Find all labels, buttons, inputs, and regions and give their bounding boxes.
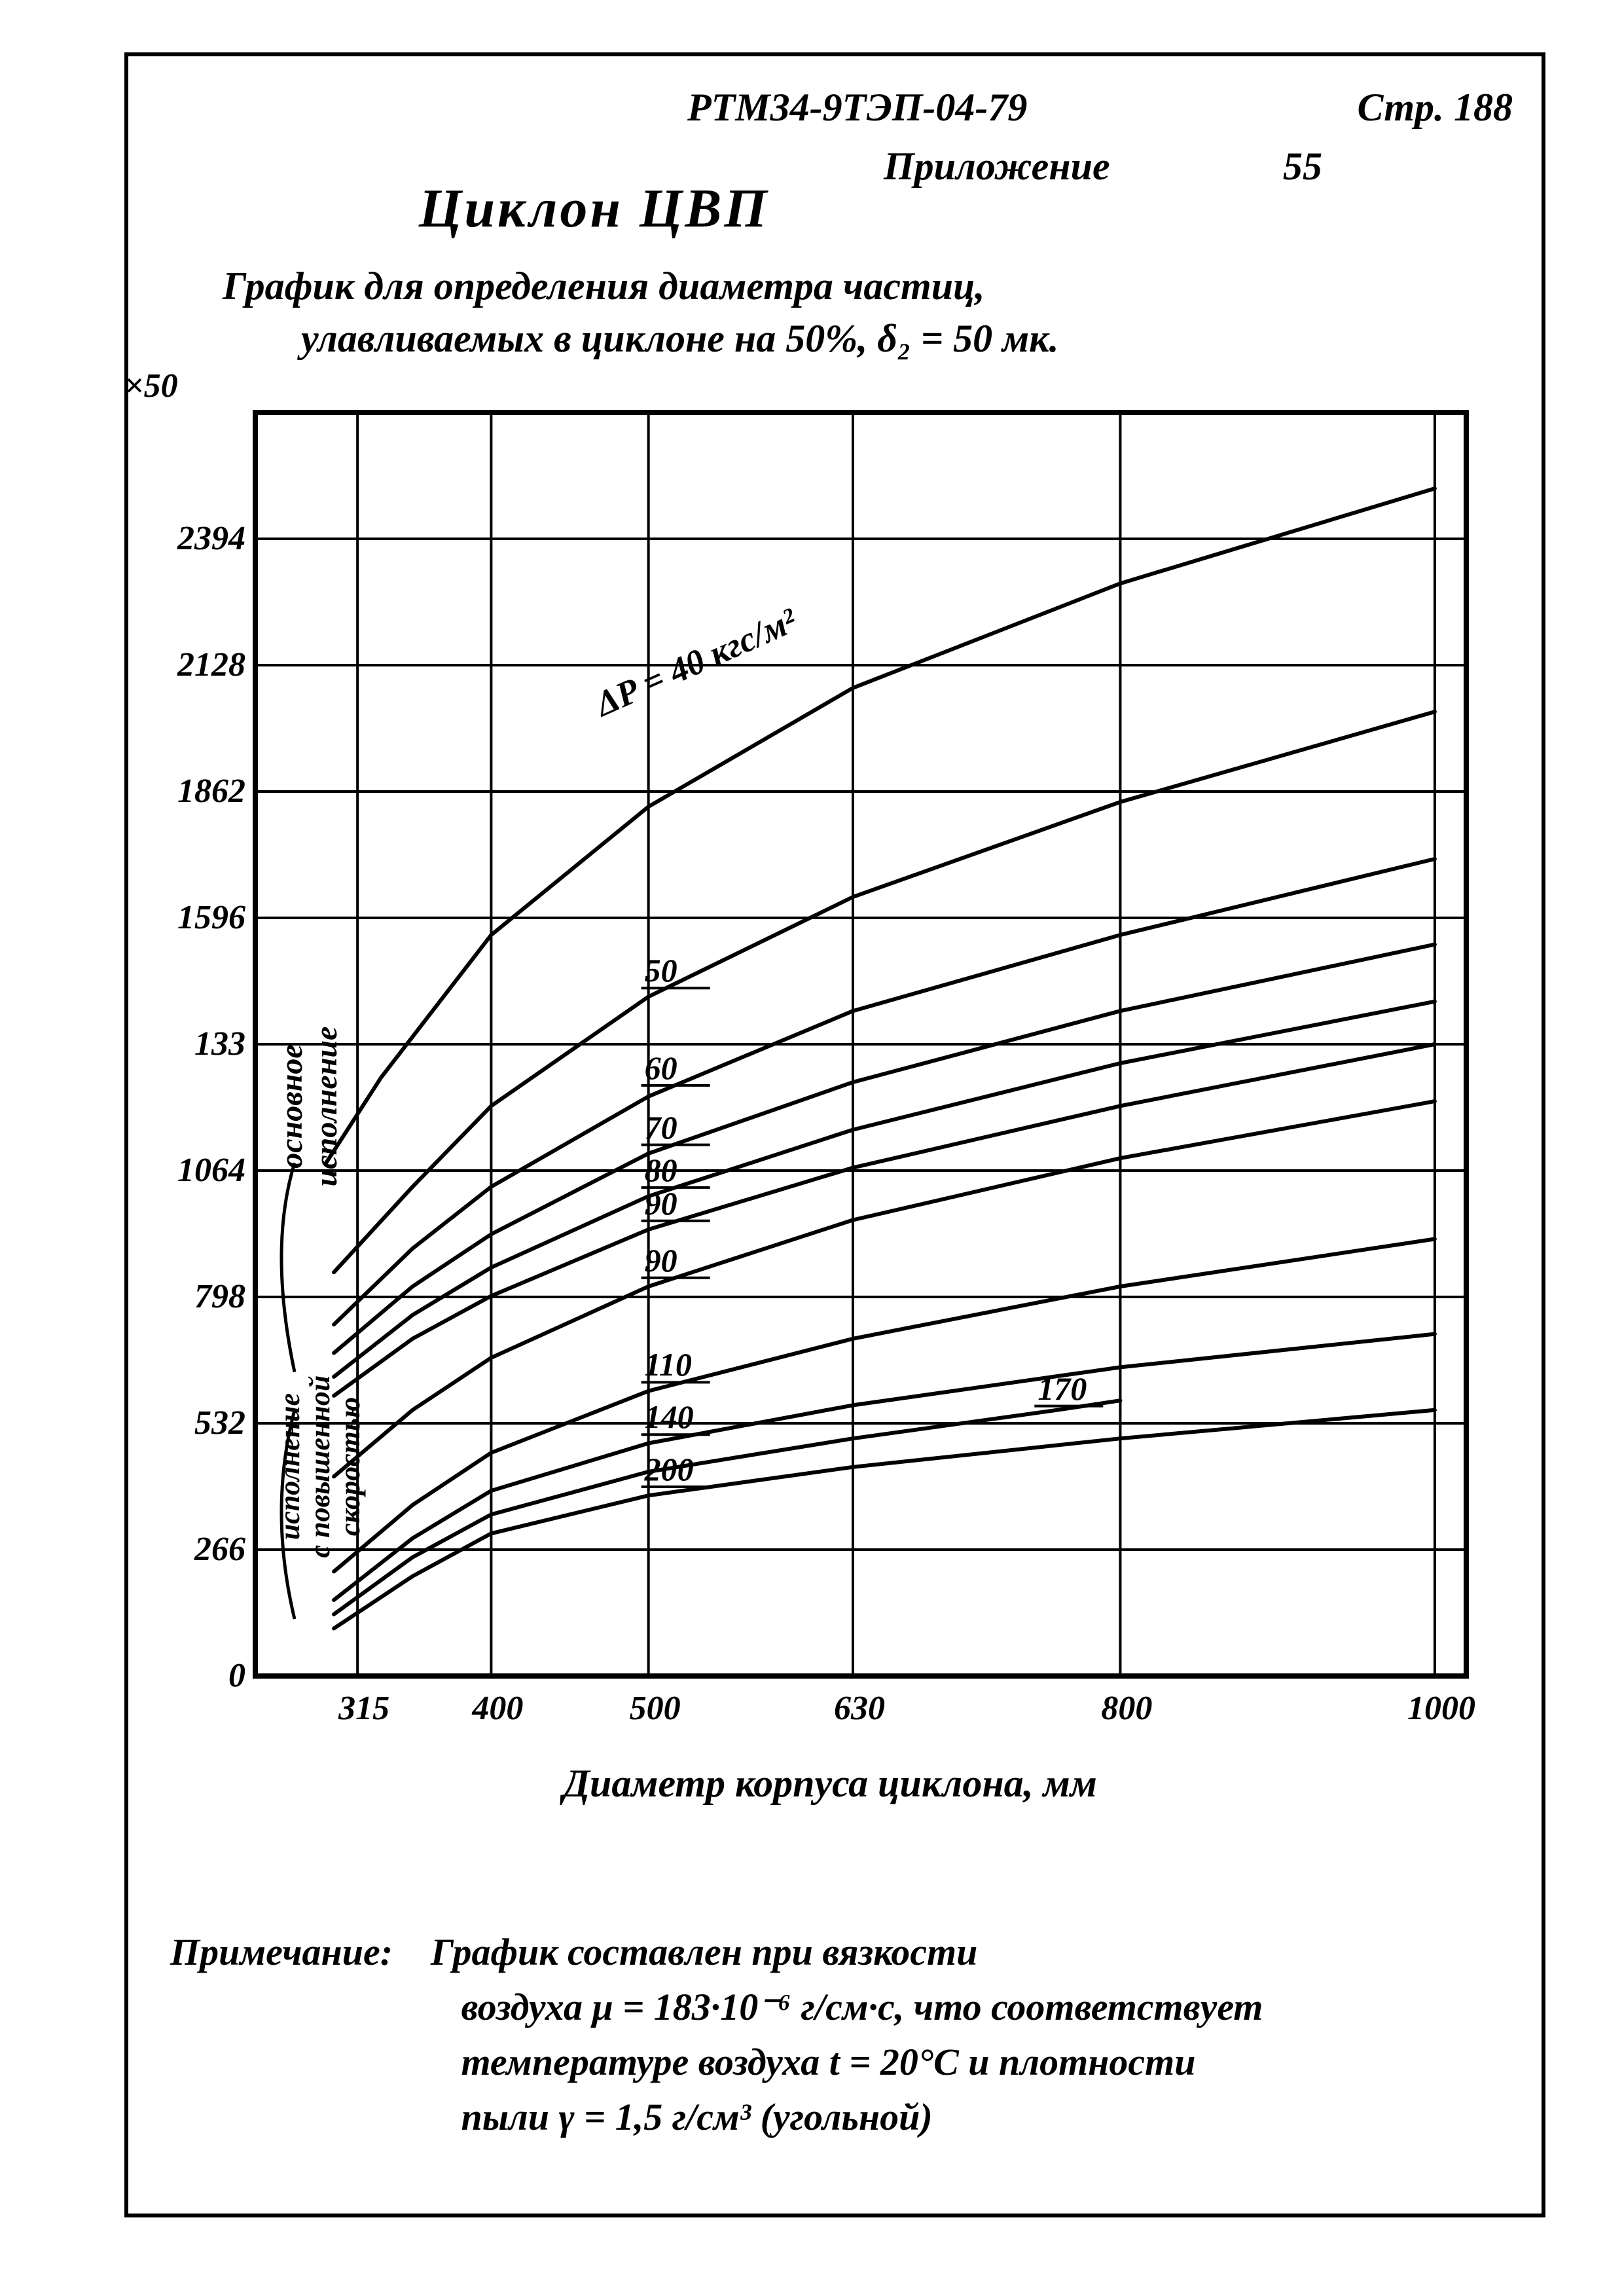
doc-code: РТМ34-9ТЭП-04-79 xyxy=(687,85,1027,130)
x-tick-label: 500 xyxy=(609,1689,701,1728)
side-label-top: основноеисполнение xyxy=(275,943,344,1270)
x-tick-label: 400 xyxy=(452,1689,543,1728)
y-tick-label: 266 xyxy=(154,1530,245,1569)
appendix-number: 55 xyxy=(1283,144,1322,189)
y-tick-label: 2128 xyxy=(154,646,245,684)
main-title: Циклон ЦВП xyxy=(419,177,770,240)
curve-label: 170 xyxy=(1038,1370,1087,1408)
y-tick-label: 798 xyxy=(154,1277,245,1316)
x-axis-label: Диаметр корпуса циклона, мм xyxy=(563,1761,1097,1806)
subtitle-line2: улавливаемых в циклоне на 50%, δ₂ = 50 м… xyxy=(301,314,1059,363)
curve-label: 90 xyxy=(645,1184,677,1222)
appendix-label: Приложение xyxy=(884,144,1110,189)
note-heading: Примечание: xyxy=(170,1931,393,1973)
note-line2: воздуха μ = 183·10⁻⁶ г/см·с, что соответ… xyxy=(461,1986,1263,2028)
y-tick-label: 133 xyxy=(154,1025,245,1063)
y-top-marker: ×50 xyxy=(124,367,178,405)
chart-svg xyxy=(196,406,1479,1755)
curve-label: 110 xyxy=(645,1345,692,1383)
y-tick-label: 1596 xyxy=(154,898,245,937)
subtitle-line1: График для определения диаметра частиц, xyxy=(223,262,984,311)
curve-label: 90 xyxy=(645,1241,677,1279)
curve-label: 70 xyxy=(645,1108,677,1146)
y-tick-label: 2394 xyxy=(154,519,245,558)
y-tick-label: 1862 xyxy=(154,772,245,811)
x-tick-label: 315 xyxy=(318,1689,410,1728)
x-tick-label: 1000 xyxy=(1396,1689,1487,1728)
page-root: РТМ34-9ТЭП-04-79 Стр. 188 Приложение 55 … xyxy=(0,0,1624,2296)
note-line4: пыли γ = 1,5 г/см³ (угольной) xyxy=(461,2096,933,2138)
x-tick-label: 630 xyxy=(814,1689,905,1728)
y-tick-label: 1064 xyxy=(154,1151,245,1190)
page-number: Стр. 188 xyxy=(1357,85,1513,130)
curve-label: 60 xyxy=(645,1049,677,1087)
note-line1: График составлен при вязкости xyxy=(431,1931,977,1973)
curve-label: 200 xyxy=(645,1450,694,1488)
side-label-bottom: исполнениес повышеннойскоростью xyxy=(275,1296,366,1637)
note-line3: температуре воздуха t = 20°C и плотности xyxy=(461,2041,1196,2083)
curve-label: 140 xyxy=(645,1398,694,1436)
curve-label: 50 xyxy=(645,951,677,989)
note-block: Примечание: График составлен при вязкост… xyxy=(170,1925,1532,2145)
y-tick-label: 0 xyxy=(154,1656,245,1695)
y-tick-label: 532 xyxy=(154,1404,245,1442)
curve-label: 80 xyxy=(645,1151,677,1189)
chart-area: ×50 Диаметр корпуса циклона, мм основное… xyxy=(196,406,1479,1755)
x-tick-label: 800 xyxy=(1081,1689,1172,1728)
